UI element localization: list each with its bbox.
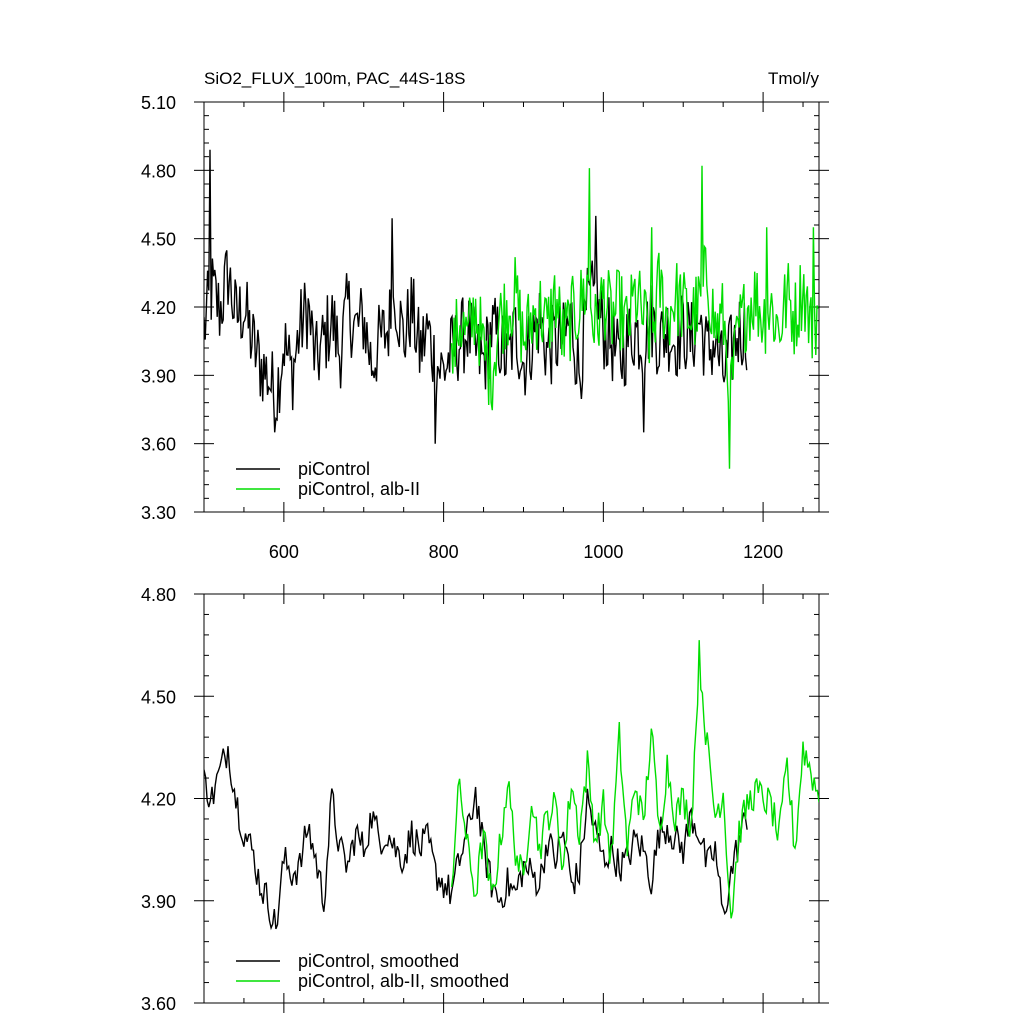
y-tick-label: 4.20: [141, 298, 176, 318]
y-tick-label: 3.90: [141, 366, 176, 386]
bottom-panel: 3.60 3.90 4.20 4.50 4.80 piControl, smoothedp…: [141, 584, 829, 1014]
y-tick-label: 4.20: [141, 790, 176, 810]
y-tick-label: 4.80: [141, 585, 176, 605]
x-tick-label: 800: [429, 542, 459, 562]
y-tick-label: 3.60: [141, 435, 176, 455]
x-tick-label: 600: [269, 542, 299, 562]
y-tick-label: 4.50: [141, 687, 176, 707]
y-tick-label: 3.60: [141, 994, 176, 1014]
chart-title: SiO2_FLUX_100m, PAC_44S-18S: [204, 69, 465, 88]
legend-label: piControl, alb-II, smoothed: [298, 971, 509, 991]
legend-label: piControl, alb-II: [298, 479, 420, 499]
y-tick-label: 4.50: [141, 230, 176, 250]
y-tick-label: 3.90: [141, 892, 176, 912]
legend-label: piControl: [298, 459, 370, 479]
series-line-1: [450, 640, 819, 919]
y-tick-label: 4.80: [141, 161, 176, 181]
top-panel: 600 800 1000 1200 3.30 3.60 3.90 4.20 4.50 4.80 5.…: [141, 92, 829, 562]
legend-label: piControl, smoothed: [298, 951, 459, 971]
x-tick-label: 1000: [583, 542, 623, 562]
y-tick-label: 3.30: [141, 503, 176, 523]
series-line-0: [204, 746, 748, 931]
series-line-0: [204, 149, 748, 444]
y-tick-label: 5.10: [141, 93, 176, 113]
chart-units: Tmol/y: [768, 69, 820, 88]
x-tick-label: 1200: [743, 542, 783, 562]
series-line-1: [450, 165, 819, 469]
